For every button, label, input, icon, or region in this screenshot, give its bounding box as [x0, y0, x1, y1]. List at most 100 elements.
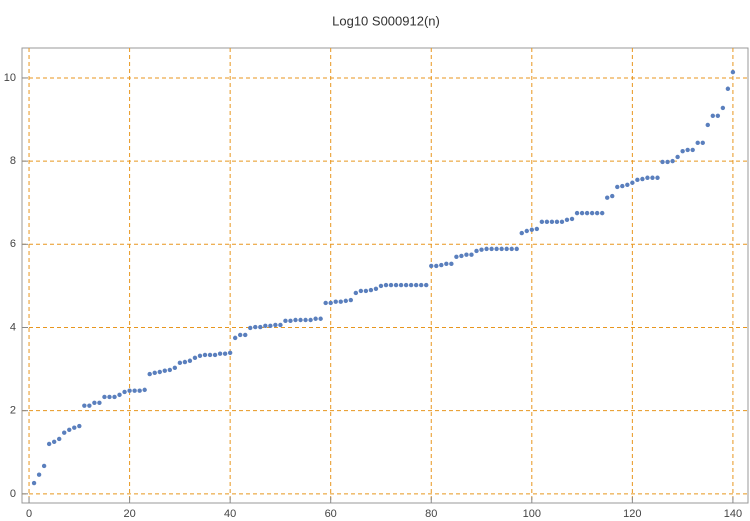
point [36, 472, 42, 477]
x-tick-label: 0 [26, 508, 32, 520]
point [147, 371, 152, 377]
point [353, 290, 359, 296]
point [564, 217, 570, 222]
point [152, 370, 157, 376]
point [730, 69, 736, 75]
point [207, 352, 213, 358]
point [268, 323, 273, 329]
point [680, 148, 685, 154]
point [589, 210, 595, 216]
x-tick-label: 120 [623, 508, 641, 520]
point [278, 322, 283, 328]
point [695, 140, 700, 146]
point [127, 388, 132, 393]
point [313, 316, 318, 321]
point [534, 226, 540, 232]
point [413, 282, 419, 288]
point [610, 193, 615, 199]
point [579, 210, 585, 216]
point [554, 219, 560, 225]
point [645, 175, 650, 180]
point [102, 394, 107, 400]
point [217, 351, 223, 356]
point [494, 246, 499, 252]
point [388, 282, 394, 288]
point [117, 392, 122, 398]
point [238, 332, 243, 338]
point [504, 246, 509, 252]
point [212, 352, 218, 358]
point [599, 210, 605, 216]
point [459, 253, 464, 259]
point [31, 480, 37, 486]
point [574, 210, 580, 216]
point [650, 175, 655, 180]
point [439, 262, 444, 268]
point [559, 219, 565, 225]
point [82, 403, 87, 408]
chart-title: Log10 S000912(n) [332, 13, 440, 28]
point [46, 441, 52, 447]
point [615, 184, 620, 190]
point [77, 423, 82, 429]
point [222, 351, 228, 356]
point [655, 175, 660, 180]
point [368, 287, 374, 293]
point [328, 300, 333, 306]
point [358, 288, 364, 294]
point [187, 358, 193, 363]
point [665, 159, 670, 165]
point [343, 298, 348, 304]
y-tick-label: 10 [4, 72, 16, 84]
point [398, 282, 404, 288]
y-tick-label: 4 [10, 321, 16, 333]
y-tick-label: 6 [10, 238, 16, 250]
point [303, 317, 308, 323]
point [132, 388, 137, 393]
point [197, 353, 203, 358]
y-tick-label: 2 [10, 405, 16, 417]
point [524, 228, 529, 234]
point [469, 252, 474, 257]
point [544, 219, 550, 225]
point [162, 368, 167, 373]
point [202, 352, 208, 358]
point [338, 299, 343, 304]
point [434, 263, 439, 269]
point [323, 300, 328, 306]
point [710, 113, 716, 118]
point [298, 317, 303, 323]
x-tick-label: 60 [325, 508, 337, 520]
y-tick-label: 8 [10, 155, 16, 167]
point [700, 140, 705, 146]
y-tick-label: 0 [10, 488, 16, 500]
point [112, 394, 117, 400]
point [192, 355, 198, 361]
x-tick-label: 20 [123, 508, 135, 520]
point [92, 400, 97, 405]
point [449, 261, 454, 267]
point [640, 176, 645, 182]
x-tick-label: 80 [425, 508, 437, 520]
point [51, 439, 57, 445]
point [137, 388, 142, 393]
point [157, 369, 162, 375]
point [549, 219, 555, 225]
point [227, 350, 233, 356]
point [429, 263, 434, 269]
point [182, 359, 188, 365]
point [62, 430, 67, 435]
point [333, 299, 338, 304]
point [378, 283, 384, 289]
point [107, 394, 112, 400]
point [454, 254, 459, 259]
point [258, 324, 263, 330]
point [705, 122, 710, 128]
point [725, 86, 731, 91]
point [373, 286, 379, 292]
point [630, 180, 635, 185]
point [232, 335, 238, 341]
point [142, 387, 147, 393]
point [41, 463, 47, 469]
